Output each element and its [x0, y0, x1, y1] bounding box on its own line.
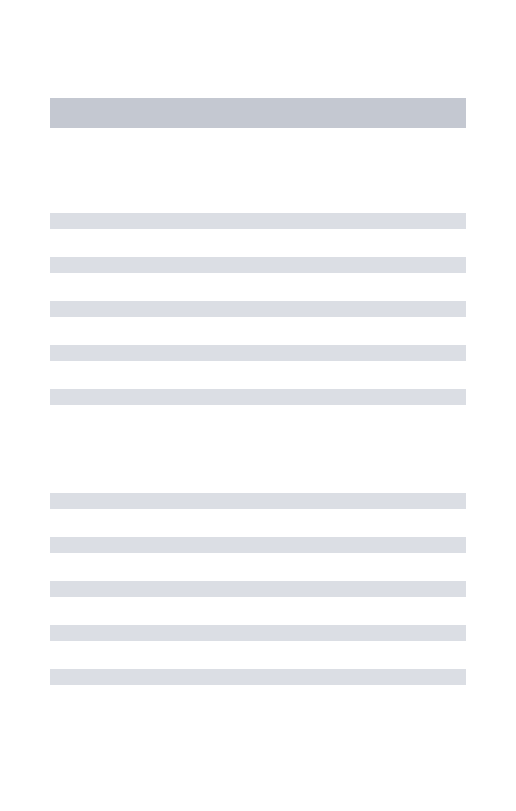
text-line-placeholder: [50, 625, 466, 641]
title-placeholder: [50, 98, 466, 128]
content-sections: [50, 213, 466, 685]
skeleton-container: [0, 98, 516, 685]
text-line-placeholder: [50, 493, 466, 509]
text-line-placeholder: [50, 389, 466, 405]
text-line-placeholder: [50, 669, 466, 685]
text-line-placeholder: [50, 345, 466, 361]
text-line-placeholder: [50, 537, 466, 553]
text-line-placeholder: [50, 581, 466, 597]
spacer: [50, 128, 466, 213]
text-line-placeholder: [50, 257, 466, 273]
text-line-placeholder: [50, 213, 466, 229]
text-line-placeholder: [50, 301, 466, 317]
section-spacer: [50, 433, 466, 493]
